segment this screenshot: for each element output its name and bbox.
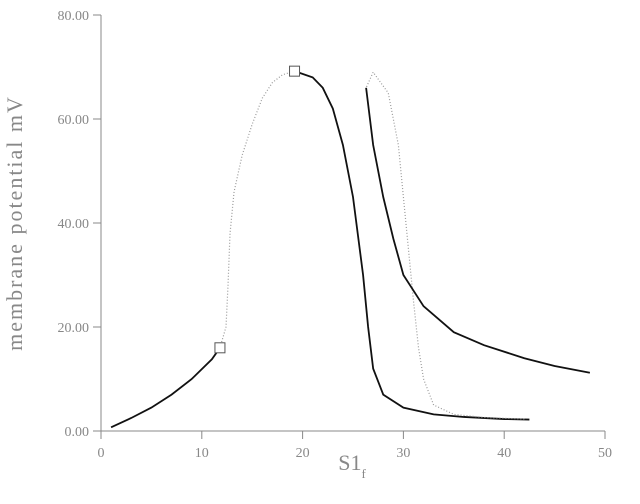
curve (365, 71, 525, 420)
y-axis-label: membrane potential mV (2, 95, 27, 351)
x-tick-label: 20 (296, 446, 310, 461)
x-axis-label-main: S1 (338, 450, 361, 475)
curve (219, 70, 295, 348)
y-tick-label: 20.00 (58, 321, 90, 336)
bifurcation-marker (214, 342, 226, 354)
x-tick-label: 50 (598, 446, 612, 461)
curve (294, 70, 530, 421)
x-tick-label: 30 (396, 446, 410, 461)
y-tick-label: 40.00 (58, 217, 90, 232)
x-tick-label: 40 (497, 446, 511, 461)
x-tick-label: 0 (98, 446, 105, 461)
bifurcation-marker (289, 65, 301, 77)
x-axis-label: S1f (338, 450, 366, 481)
x-axis-label-sub: f (361, 466, 366, 481)
x-tick-label: 10 (195, 446, 209, 461)
curve (365, 87, 591, 374)
y-tick-label: 0.00 (65, 425, 90, 440)
curve (110, 347, 221, 429)
y-tick-label: 80.00 (58, 9, 90, 24)
y-tick-label: 60.00 (58, 113, 90, 128)
